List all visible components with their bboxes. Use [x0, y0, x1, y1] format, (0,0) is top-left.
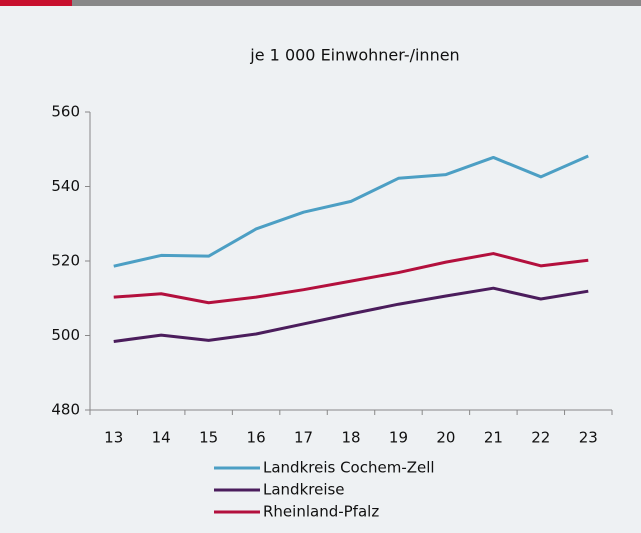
x-tick-label: 19: [389, 429, 408, 447]
x-tick-label: 22: [531, 429, 550, 447]
top-bar-accent: [0, 0, 72, 6]
y-tick-label: 520: [51, 252, 80, 270]
x-tick-label: 15: [199, 429, 218, 447]
x-tick-label: 14: [152, 429, 171, 447]
y-tick-label: 540: [51, 177, 80, 195]
top-bar: [72, 0, 641, 6]
y-tick-label: 560: [51, 103, 80, 121]
y-tick-label: 480: [51, 401, 80, 419]
legend-label: Landkreis Cochem-Zell: [263, 459, 435, 477]
series-line: [113, 154, 589, 268]
legend-label: Landkreise: [263, 481, 345, 499]
legend-label: Rheinland-Pfalz: [263, 503, 379, 521]
x-tick-label: 20: [436, 429, 455, 447]
x-tick-label: 23: [579, 429, 598, 447]
x-tick-label: 17: [294, 429, 313, 447]
x-tick-label: 13: [104, 429, 123, 447]
x-tick-label: 18: [341, 429, 360, 447]
y-tick-label: 500: [51, 326, 80, 344]
x-tick-label: 21: [484, 429, 503, 447]
series-line: [113, 252, 589, 305]
chart-title: je 1 000 Einwohner-/innen: [249, 46, 459, 65]
x-tick-label: 16: [247, 429, 266, 447]
series-line: [113, 286, 589, 343]
